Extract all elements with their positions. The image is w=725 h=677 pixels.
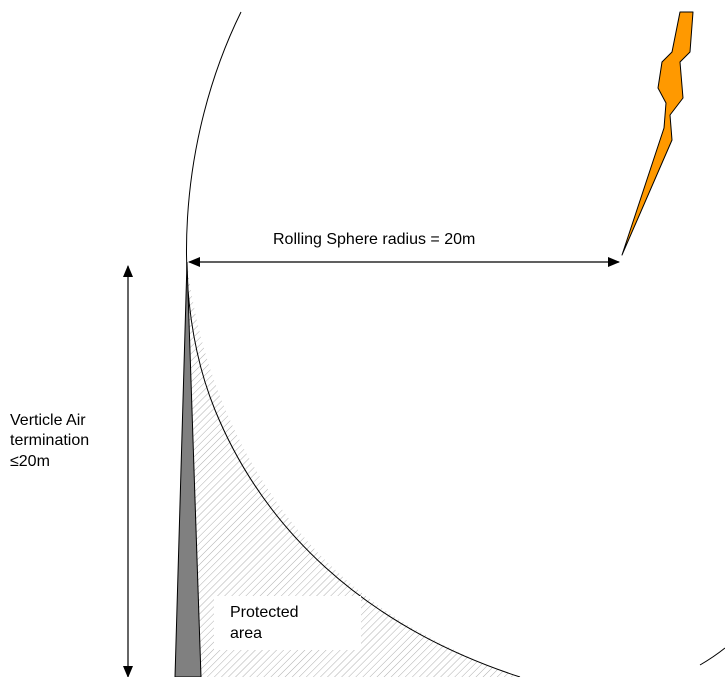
protected-area-label-line1: Protected [230,604,298,621]
air-termination-label-line3: ≤20m [10,453,50,470]
protected-area-label-box [214,596,361,650]
rolling-sphere-arc-right [699,647,725,666]
air-termination-label-line2: termination [10,432,89,449]
rolling-sphere-arc [186,11,521,677]
radius-label: Rolling Sphere radius = 20m [273,231,475,248]
air-termination-rod [174,261,202,677]
lightning-bolt-icon [621,11,694,256]
air-termination-label-line1: Verticle Air [10,412,86,429]
protected-area-label-line2: area [230,625,262,642]
protected-area-hatch [187,262,522,677]
